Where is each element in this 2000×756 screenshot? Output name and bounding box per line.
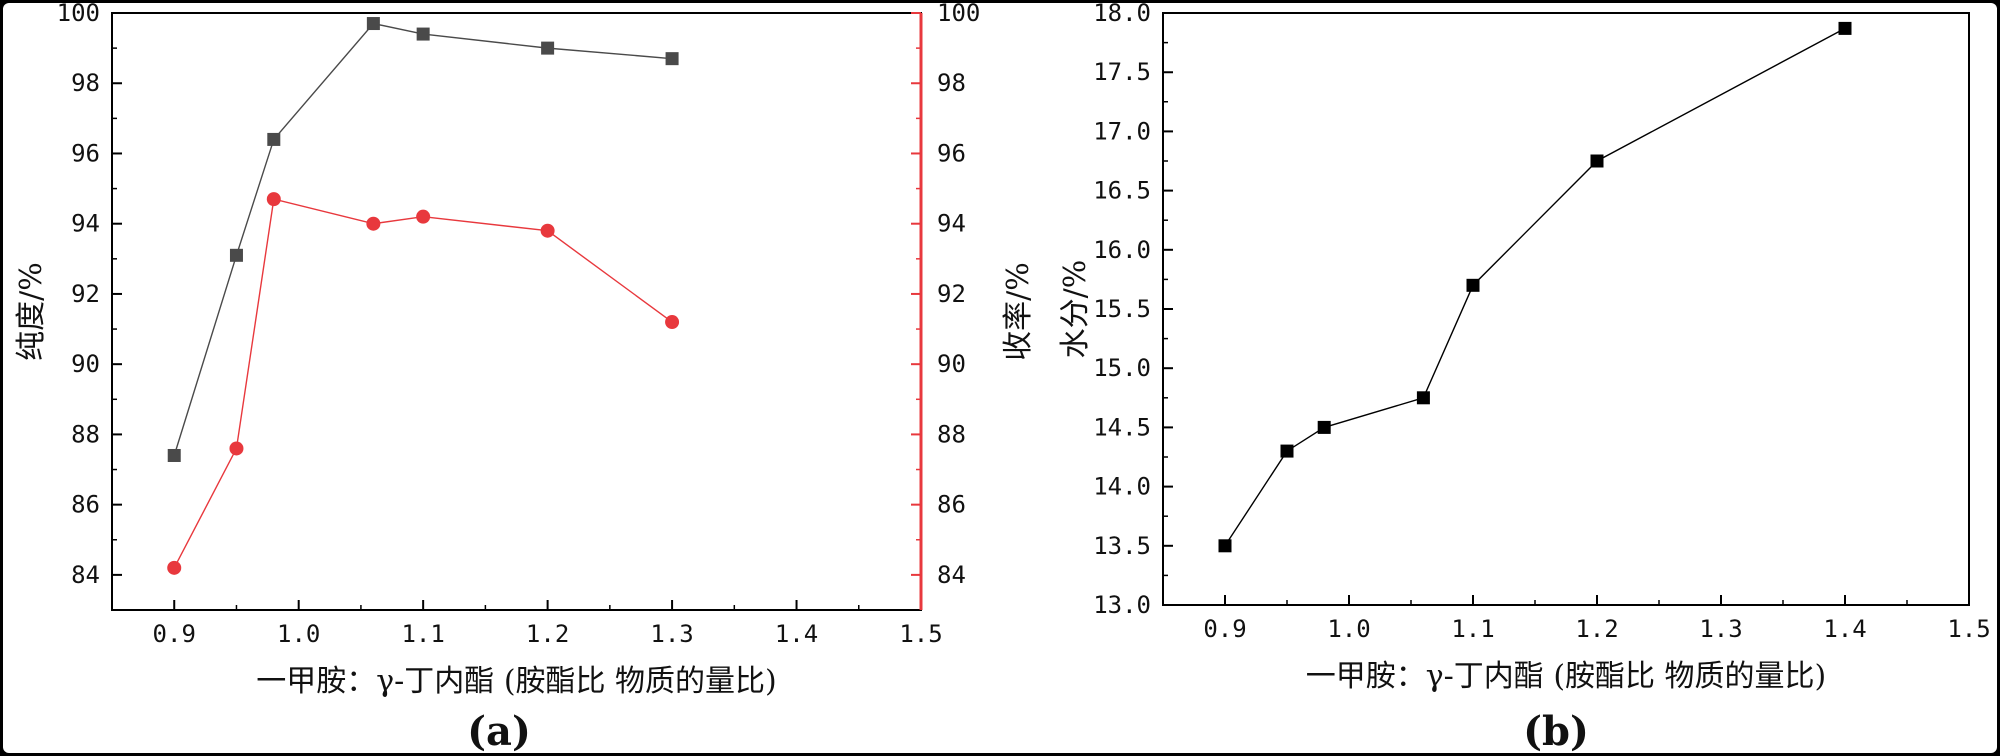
panel-b-y-tick-label: 13.0 — [1093, 591, 1151, 619]
panel-a-purity-point — [416, 27, 430, 41]
panel-b-x-tick-label: 1.4 — [1823, 615, 1866, 643]
panel-a: 0.9 1.0 1.1 1.2 1.3 1.4 1.5 84 86 88 90 92 94 96 98 10… — [14, 3, 1036, 753]
panel-b-y-tick-label: 18.0 — [1093, 3, 1151, 27]
panel-a-x-tick-label: 0.9 — [153, 620, 196, 648]
panel-a-marks — [167, 17, 680, 575]
panel-b-moisture-point — [1590, 154, 1604, 168]
panel-b-x-tick-label: 1.1 — [1451, 615, 1494, 643]
panel-a-yield-point — [229, 441, 244, 456]
panel-a-yield-point — [167, 560, 182, 575]
panel-b-y-tick-label: 16.0 — [1093, 236, 1151, 264]
panel-a-right-y-tick-label: 94 — [937, 210, 966, 238]
panel-a-left-y-tick-label: 98 — [71, 69, 100, 97]
panel-a-purity-point — [366, 17, 380, 31]
panel-b-y-tick-label: 16.5 — [1093, 177, 1151, 205]
panel-a-yield-point — [366, 216, 381, 231]
panel-b-x-tick-label: 1.5 — [1947, 615, 1990, 643]
panel-b-label: (b) — [1523, 708, 1589, 753]
panel-b-marks — [1218, 21, 1852, 553]
panel-a-x-tick-label: 1.4 — [775, 620, 818, 648]
panel-b-y-tick-label: 14.5 — [1093, 413, 1151, 441]
panel-a-right-y-ticks: 84 86 88 90 92 94 96 98 100 — [911, 3, 980, 589]
panel-b-plot-border — [1162, 12, 1970, 606]
panel-a-left-y-tick-label: 90 — [71, 350, 100, 378]
panel-b-x-tick-label: 0.9 — [1203, 615, 1246, 643]
panel-a-x-axis-title: 一甲胺：γ-丁内酯 (胺酯比 物质的量比) — [256, 664, 777, 699]
panel-b: 0.9 1.0 1.1 1.2 1.3 1.4 1.5 13.0 13.5 14.0 14.5 15… — [1058, 3, 1991, 753]
panel-a-purity-point — [665, 52, 679, 66]
panel-a-x-tick-label: 1.2 — [526, 620, 569, 648]
panel-b-moisture-point — [1416, 391, 1430, 405]
panel-a-left-y-axis-title: 纯度/% — [14, 262, 49, 361]
panel-a-left-y-tick-label: 88 — [71, 420, 100, 448]
panel-b-y-tick-label: 17.0 — [1093, 117, 1151, 145]
panel-b-moisture-point — [1466, 278, 1480, 292]
figure-frame: 0.9 1.0 1.1 1.2 1.3 1.4 1.5 84 86 88 90 92 94 96 98 10… — [3, 3, 1997, 753]
panel-a-x-tick-label: 1.3 — [650, 620, 693, 648]
panel-b-y-ticks: 13.0 13.5 14.0 14.5 15.0 15.5 16.0 16.5 17.0 17.5… — [1093, 3, 1173, 619]
panel-b-x-tick-label: 1.3 — [1699, 615, 1742, 643]
panel-b-moisture-point — [1218, 539, 1232, 553]
panel-a-purity-point — [167, 448, 181, 462]
panel-a-purity-line — [173, 22, 673, 456]
panel-a-x-tick-label: 1.0 — [277, 620, 320, 648]
panel-a-purity-point — [541, 41, 555, 55]
panel-a-left-y-tick-label: 94 — [71, 210, 100, 238]
panel-a-yield-point — [266, 192, 281, 207]
panel-a-right-y-tick-label: 88 — [937, 420, 966, 448]
panel-a-right-y-tick-label: 100 — [937, 3, 980, 27]
panel-a-right-y-axis-title: 收率/% — [1001, 262, 1036, 361]
figure-canvas: 0.9 1.0 1.1 1.2 1.3 1.4 1.5 84 86 88 90 92 94 96 98 10… — [14, 3, 1991, 753]
panel-a-left-y-tick-label: 92 — [71, 280, 100, 308]
panel-a-right-y-tick-label: 84 — [937, 561, 966, 589]
panel-a-label: (a) — [467, 708, 531, 753]
panel-a-yield-point — [665, 315, 680, 330]
panel-b-moisture-point — [1317, 420, 1331, 434]
panel-a-left-y-tick-label: 96 — [71, 139, 100, 167]
panel-b-x-tick-label: 1.2 — [1575, 615, 1618, 643]
panel-b-x-axis-title: 一甲胺：γ-丁内酯 (胺酯比 物质的量比) — [1306, 659, 1827, 694]
panel-a-yield-point — [540, 223, 555, 238]
panel-a-left-y-ticks: 84 86 88 90 92 94 96 98 100 — [57, 3, 122, 589]
panel-b-y-tick-label: 15.5 — [1093, 295, 1151, 323]
panel-b-y-tick-label: 14.0 — [1093, 473, 1151, 501]
panel-b-moisture-point — [1280, 444, 1294, 458]
panel-b-x-tick-label: 1.0 — [1327, 615, 1370, 643]
panel-a-purity-point — [229, 248, 243, 262]
panel-a-left-y-tick-label: 100 — [57, 3, 100, 27]
panel-b-moisture-line — [1224, 27, 1846, 547]
panel-a-x-tick-label: 1.1 — [401, 620, 444, 648]
panel-b-moisture-point — [1838, 21, 1852, 35]
panel-b-y-tick-label: 13.5 — [1093, 532, 1151, 560]
panel-a-x-tick-label: 1.5 — [899, 620, 942, 648]
panel-a-yield-line — [173, 198, 673, 569]
panel-a-right-y-tick-label: 86 — [937, 491, 966, 519]
panel-a-purity-point — [267, 132, 281, 146]
panel-a-right-y-tick-label: 92 — [937, 280, 966, 308]
panel-b-y-axis-title: 水分/% — [1058, 260, 1093, 359]
panel-a-yield-point — [416, 209, 431, 224]
panel-a-right-y-tick-label: 98 — [937, 69, 966, 97]
panel-a-right-y-tick-label: 96 — [937, 139, 966, 167]
panel-a-plot-border — [111, 12, 922, 611]
panel-b-x-ticks: 0.9 1.0 1.1 1.2 1.3 1.4 1.5 — [1203, 595, 1991, 643]
panel-a-x-ticks: 0.9 1.0 1.1 1.2 1.3 1.4 1.5 — [153, 600, 943, 648]
panel-a-left-y-tick-label: 86 — [71, 491, 100, 519]
panel-a-left-y-tick-label: 84 — [71, 561, 100, 589]
panel-b-y-tick-label: 15.0 — [1093, 354, 1151, 382]
panel-a-right-y-tick-label: 90 — [937, 350, 966, 378]
panel-b-y-tick-label: 17.5 — [1093, 58, 1151, 86]
